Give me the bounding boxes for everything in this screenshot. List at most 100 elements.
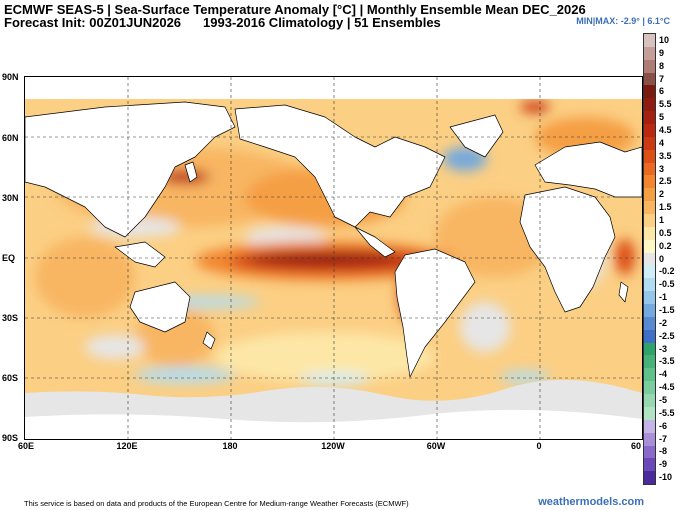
lon-label-60e: 60E [17, 441, 35, 451]
colorbar-swatch [644, 316, 655, 330]
southern-ocean-cool-2 [500, 371, 550, 383]
lat-label-eq: EQ [2, 253, 16, 263]
southern-ocean-cool-3 [300, 373, 370, 385]
colorbar-tick-label: -4 [659, 369, 668, 380]
continents [25, 101, 642, 378]
map-title: ECMWF SEAS-5 | Sea-Surface Temperature A… [4, 2, 586, 17]
colorbar-swatch [644, 265, 655, 279]
colorbar-swatch [644, 111, 655, 125]
colorbar-tick-label: 4.5 [659, 124, 672, 135]
colorbar-tick-label: -0.2 [659, 266, 675, 277]
asia [25, 101, 236, 238]
colorbar-swatch [644, 329, 655, 343]
lat-label-60n: 60N [2, 133, 19, 143]
colorbar-tick-label: -10 [659, 472, 673, 483]
lon-label-60: 60 [630, 441, 642, 451]
colorbar-swatch [644, 214, 655, 227]
south-pacific-mild [215, 332, 435, 382]
maritime-continent [114, 241, 166, 268]
colorbar-tick-label: -1 [659, 292, 668, 303]
colorbar-tick-label: -1.5 [659, 304, 675, 315]
neutral-patch-4 [460, 302, 510, 352]
colorbar-tick-label: 7 [659, 73, 665, 84]
colorbar-swatch [644, 394, 655, 407]
colorbar-tick-label: 6 [659, 86, 665, 97]
colorbar-tick-label: 4 [659, 137, 665, 148]
colorbar-tick-label: -8 [659, 446, 668, 457]
colorbar-swatch [644, 471, 655, 485]
antarctica [25, 409, 642, 439]
colorbar-tick-label: -3.5 [659, 356, 675, 367]
colorbar-swatch [644, 59, 655, 73]
colorbar-tick-label: -6 [659, 420, 668, 431]
colorbar-swatch [644, 355, 655, 369]
barents-warm [520, 101, 550, 113]
europe [534, 141, 642, 198]
colorbar-swatch [644, 149, 655, 163]
lat-label-90n: 90N [2, 72, 19, 82]
colorbar-swatch [644, 201, 655, 215]
colorbar-tick-label: 0.2 [659, 240, 672, 251]
colorbar-tick-label: 8 [659, 60, 665, 71]
colorbar-swatch [644, 419, 655, 433]
central-america [354, 226, 396, 258]
colorbar-swatch [644, 98, 655, 112]
forecast-init-text: Forecast Init: 00Z01JUN2026 [4, 15, 182, 30]
south-america [394, 248, 476, 378]
colorbar-swatch [644, 124, 655, 137]
colorbar-swatch [644, 136, 655, 150]
kuroshio-warm [160, 170, 210, 184]
greenland [449, 114, 504, 158]
lon-label-0: 0 [536, 441, 542, 451]
africa [519, 186, 616, 313]
enso-core [250, 253, 400, 265]
colorbar-swatch [644, 34, 655, 47]
lon-label-180: 180 [222, 441, 238, 451]
colorbar-tick-label: -0.5 [659, 279, 675, 290]
colorbar-tick-label: -7 [659, 433, 668, 444]
colorbar-swatch [644, 432, 655, 446]
lat-label-30s: 30S [2, 313, 19, 323]
colorbar-swatch [644, 381, 655, 395]
colorbar-tick-label: 2 [659, 189, 665, 200]
colorbar-swatch [644, 85, 655, 99]
colorbar-tick-label: 5.5 [659, 99, 672, 110]
colorbar-swatch [644, 226, 655, 240]
climatology-text: 1993-2016 Climatology | 51 Ensembles [203, 15, 441, 30]
colorbar-tick-label: 0 [659, 253, 665, 264]
lon-label-120e: 120E [116, 441, 138, 451]
arctic-ice [25, 77, 642, 99]
colorbar-tick-label: 9 [659, 47, 665, 58]
colorbar-swatch [644, 278, 655, 292]
colorbar-tick-label: -2 [659, 317, 668, 328]
colorbar-tick-label: -5 [659, 394, 668, 405]
colorbar-tick-label: 0.5 [659, 227, 672, 238]
colorbar-tick-label: 1 [659, 214, 665, 225]
colorbar-tick-label: 5 [659, 112, 665, 123]
map-subtitle: Forecast Init: 00Z01JUN2026 1993-2016 Cli… [4, 15, 441, 30]
colorbar-swatch [644, 458, 655, 472]
colorbar-swatch [644, 162, 655, 176]
neutral-patch-3 [85, 335, 145, 359]
min-max-readout: MIN|MAX: -2.9° | 6.1°C [576, 16, 670, 26]
colorbar-tick-label: -3 [659, 343, 668, 354]
colorbar-swatch [644, 175, 655, 189]
colorbar-swatch [644, 239, 655, 253]
map-canvas [25, 77, 642, 439]
brand-link[interactable]: weathermodels.com [538, 496, 644, 508]
madagascar [618, 281, 629, 303]
graticule [25, 77, 642, 439]
new-zealand [202, 331, 216, 350]
colorbar-swatch [644, 252, 655, 266]
lon-label-60w: 60W [426, 441, 446, 451]
colorbar-tick-label: 1.5 [659, 202, 672, 213]
indian-west-warm [615, 239, 635, 275]
sst-anomaly-map[interactable] [24, 76, 643, 440]
lat-label-90s: 90S [2, 433, 19, 443]
colorbar-tick-label: 2.5 [659, 176, 672, 187]
colorbar-tick-label: 3.5 [659, 150, 672, 161]
colorbar [643, 33, 656, 485]
colorbar-tick-label: -5.5 [659, 407, 675, 418]
colorbar-tick-label: -9 [659, 459, 668, 470]
north-america [234, 104, 446, 228]
